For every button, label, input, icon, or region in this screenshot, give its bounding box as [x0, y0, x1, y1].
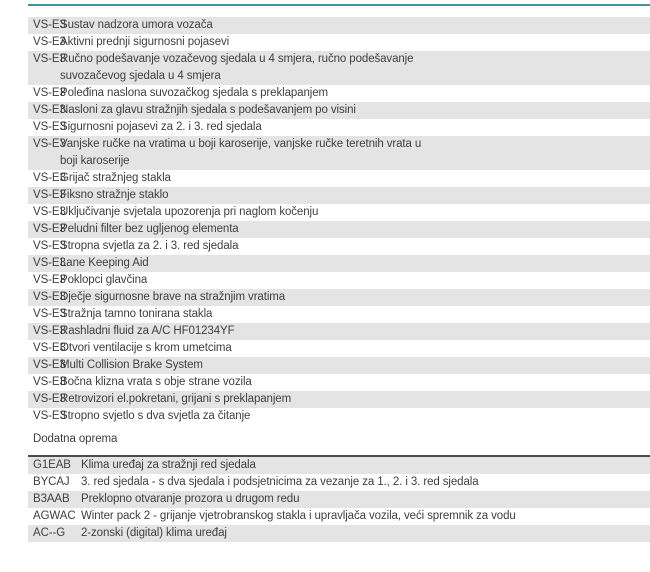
equipment-code: B3AAB — [33, 493, 70, 505]
equipment-code: VS-E3 — [33, 359, 66, 371]
table-row: VS-E3 Stropno svjetlo s dva svjetla za či… — [28, 408, 650, 425]
equipment-code: VS-E3 — [33, 53, 66, 65]
table-row: AGWAC Winter pack 2 - grijanje vjetrobran… — [28, 508, 650, 525]
table-row: VS-E3 Sustav nadzora umora vozača — [28, 17, 650, 34]
table-row: VS-E3 Rashladni fluid za A/C HF01234YF — [28, 323, 650, 340]
section-heading-additional-equipment: Dodatna oprema — [33, 433, 118, 445]
table-row: VS-E3 Grijač stražnjeg stakla — [28, 170, 650, 187]
equipment-code: AGWAC — [33, 510, 76, 522]
equipment-description: Lane Keeping Aid — [60, 257, 149, 269]
teal-top-rule — [28, 4, 650, 6]
equipment-description: Uključivanje svjetala upozorenja pri nag… — [60, 206, 319, 218]
equipment-description: Poklopci glavčina — [60, 274, 148, 286]
table-row: VS-E3 Poklopci glavčina — [28, 272, 650, 289]
equipment-code: VS-E3 — [33, 87, 66, 99]
equipment-code: VS-E3 — [33, 393, 66, 405]
equipment-description: Bočna klizna vrata s obje strane vozila — [60, 376, 252, 388]
table-row: G1EAB Klima uređaj za stražnji red sjedal… — [28, 457, 650, 474]
equipment-description: Vanjske ručke na vratima u boji karoseri… — [60, 138, 422, 167]
equipment-code: VS-E3 — [33, 104, 66, 116]
equipment-description: Winter pack 2 - grijanje vjetrobranskog … — [81, 510, 516, 522]
equipment-code: VS-E3 — [33, 325, 66, 337]
equipment-description: Poleđina naslona suvozačkog sjedala s pr… — [60, 87, 328, 99]
equipment-description: Nasloni za glavu stražnjih sjedala s pod… — [60, 104, 356, 116]
table-row: VS-E3 Bočna klizna vrata s obje strane vo… — [28, 374, 650, 391]
equipment-code: VS-E3 — [33, 274, 66, 286]
equipment-code: BYCAJ — [33, 476, 70, 488]
equipment-description: Klima uređaj za stražnji red sjedala — [81, 459, 256, 471]
table-row: VS-E3 Stražnja tamno tonirana stakla — [28, 306, 650, 323]
equipment-code: VS-E3 — [33, 410, 66, 422]
equipment-description: Otvori ventilacije s krom umetcima — [60, 342, 232, 354]
equipment-description: Preklopno otvaranje prozora u drugom red… — [81, 493, 300, 505]
equipment-code: VS-E3 — [33, 172, 66, 184]
equipment-code: VS-E3 — [33, 206, 66, 218]
equipment-code: VS-E3 — [33, 376, 66, 388]
table-row: VS-E3 Stropna svjetla za 2. i 3. red sjed… — [28, 238, 650, 255]
equipment-description: Retrovizori el.pokretani, grijani s prek… — [60, 393, 292, 405]
standard-equipment-table: VS-E3 Sustav nadzora umora vozača VS-E3 Akt… — [28, 17, 650, 425]
table-row: VS-E3 Ručno podešavanje vozačevog sjedala… — [28, 51, 650, 85]
equipment-description: Ručno podešavanje vozačevog sjedala u 4 … — [60, 53, 414, 82]
equipment-description: Rashladni fluid za A/C HF01234YF — [60, 325, 235, 337]
equipment-description: Aktivni prednji sigurnosni pojasevi — [60, 36, 230, 48]
table-row: VS-E3 Dječje sigurnosne brave na stražnji… — [28, 289, 650, 306]
equipment-spec-sheet: VS-E3 Sustav nadzora umora vozača VS-E3 Akt… — [28, 4, 650, 542]
table-row: VS-E3 Nasloni za glavu stražnjih sjedala … — [28, 102, 650, 119]
equipment-code: VS-E3 — [33, 257, 66, 269]
equipment-description: Sigurnosni pojasevi za 2. i 3. red sjeda… — [60, 121, 262, 133]
equipment-code: VS-E3 — [33, 342, 66, 354]
equipment-description: Multi Collision Brake System — [60, 359, 203, 371]
equipment-description: Stropno svjetlo s dva svjetla za čitanje — [60, 410, 251, 422]
equipment-description: Fiksno stražnje staklo — [60, 189, 169, 201]
table-row: VS-E3 Otvori ventilacije s krom umetcima — [28, 340, 650, 357]
equipment-code: VS-E3 — [33, 308, 66, 320]
equipment-code: VS-E3 — [33, 223, 66, 235]
equipment-code: VS-E3 — [33, 291, 66, 303]
table-row: BYCAJ 3. red sjedala - s dva sjedala i po… — [28, 474, 650, 491]
table-row: VS-E3 Peludni filter bez ugljenog element… — [28, 221, 650, 238]
equipment-description: Stropna svjetla za 2. i 3. red sjedala — [60, 240, 239, 252]
table-row: VS-E3 Poleđina naslona suvozačkog sjedala… — [28, 85, 650, 102]
equipment-code: G1EAB — [33, 459, 71, 471]
equipment-description: Sustav nadzora umora vozača — [60, 19, 213, 31]
table-row: VS-E3 Sigurnosni pojasevi za 2. i 3. red … — [28, 119, 650, 136]
equipment-code: AC--G — [33, 527, 66, 539]
additional-equipment-table: G1EAB Klima uređaj za stražnji red sjedal… — [28, 455, 650, 542]
equipment-code: VS-E3 — [33, 36, 66, 48]
table-row: B3AAB Preklopno otvaranje prozora u drugo… — [28, 491, 650, 508]
table-row: VS-E3 Multi Collision Brake System — [28, 357, 650, 374]
equipment-description: 2-zonski (digital) klima uređaj — [81, 527, 227, 539]
equipment-description: Peludni filter bez ugljenog elementa — [60, 223, 239, 235]
table-row: VS-E3 Uključivanje svjetala upozorenja pr… — [28, 204, 650, 221]
equipment-code: VS-E3 — [33, 121, 66, 133]
equipment-code: VS-E3 — [33, 138, 66, 150]
equipment-code: VS-E3 — [33, 189, 66, 201]
table-row: VS-E3 Fiksno stražnje staklo — [28, 187, 650, 204]
equipment-code: VS-E3 — [33, 240, 66, 252]
table-row: VS-E3 Aktivni prednji sigurnosni pojasevi — [28, 34, 650, 51]
equipment-description: Stražnja tamno tonirana stakla — [60, 308, 213, 320]
table-row: AC--G 2-zonski (digital) klima uređaj — [28, 525, 650, 542]
equipment-description: 3. red sjedala - s dva sjedala i podsjet… — [81, 476, 479, 488]
table-row: VS-E3 Lane Keeping Aid — [28, 255, 650, 272]
equipment-description: Grijač stražnjeg stakla — [60, 172, 171, 184]
equipment-description: Dječje sigurnosne brave na stražnjim vra… — [60, 291, 286, 303]
table-row: VS-E3 Vanjske ručke na vratima u boji kar… — [28, 136, 650, 170]
equipment-code: VS-E3 — [33, 19, 66, 31]
table-row: VS-E3 Retrovizori el.pokretani, grijani s… — [28, 391, 650, 408]
